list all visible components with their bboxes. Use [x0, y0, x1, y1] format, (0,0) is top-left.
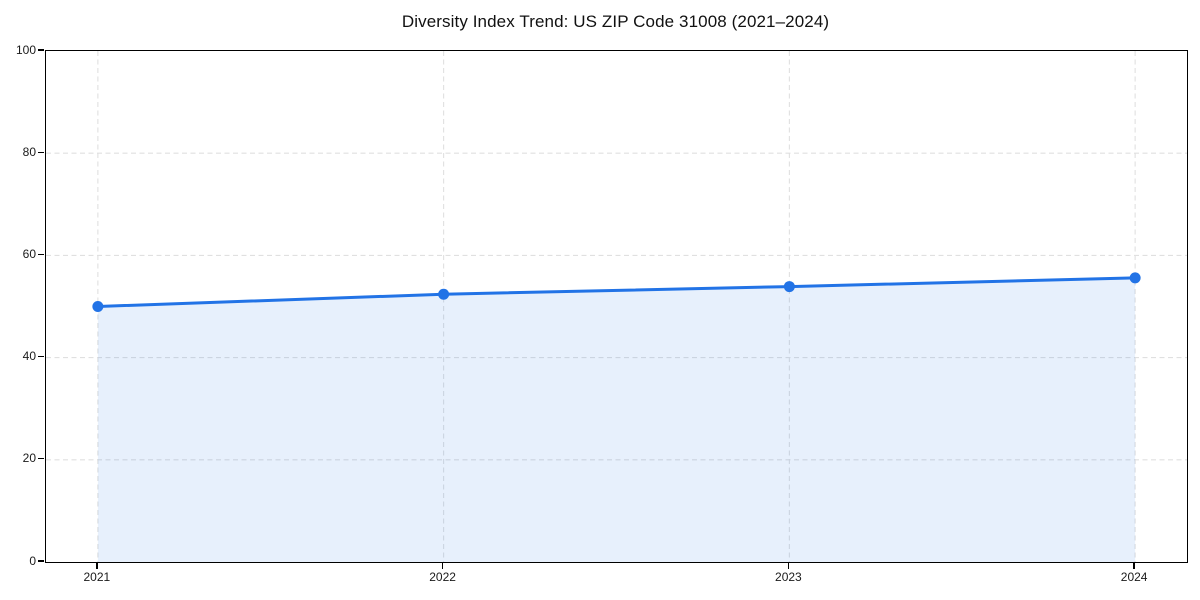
y-tick-label: 60 — [22, 246, 36, 261]
y-axis-tick — [38, 253, 44, 256]
y-tick-label: 40 — [22, 349, 36, 364]
x-axis-tick — [787, 562, 790, 569]
y-tick-label: 100 — [15, 42, 36, 57]
trend-line — [96, 276, 1137, 308]
y-axis-tick — [38, 151, 44, 153]
x-tick-label: 2024 — [1120, 570, 1148, 584]
plot-area — [45, 50, 1188, 563]
x-axis-tick — [96, 562, 98, 569]
x-axis-tick — [441, 562, 444, 569]
data-point-marker — [783, 281, 795, 293]
x-axis-tick — [1133, 562, 1135, 569]
y-axis-tick — [38, 560, 44, 562]
y-axis-tick — [38, 49, 44, 51]
x-tick-label: 2023 — [775, 570, 802, 584]
data-point-marker — [92, 301, 104, 312]
x-tick-label: 2021 — [83, 570, 111, 584]
x-tick-label: 2022 — [429, 570, 456, 584]
chart-title: Diversity Index Trend: US ZIP Code 31008… — [401, 12, 830, 31]
y-axis-tick — [38, 355, 44, 358]
area-fill — [97, 277, 1136, 562]
data-point-marker — [1129, 272, 1141, 284]
y-tick-label: 20 — [22, 451, 36, 466]
y-axis-tick — [38, 458, 44, 460]
y-tick-label: 80 — [22, 144, 36, 159]
data-point-marker — [438, 288, 450, 300]
y-tick-label: 0 — [29, 553, 36, 568]
line-area-plot — [46, 51, 1187, 562]
